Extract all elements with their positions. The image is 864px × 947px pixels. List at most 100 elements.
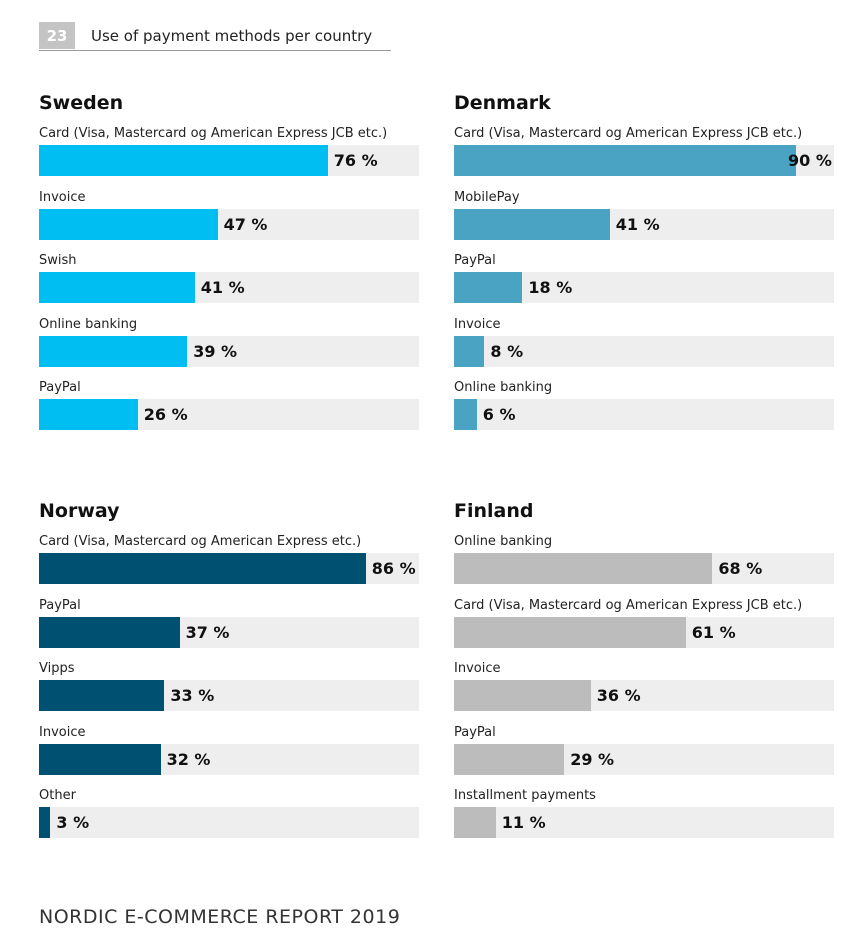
value-label: 41 % bbox=[200, 278, 245, 298]
value-label: 3 % bbox=[56, 813, 90, 833]
category-label: Card (Visa, Mastercard og American Expre… bbox=[454, 597, 803, 613]
bar-track: 41 % bbox=[39, 272, 419, 304]
value-label: 36 % bbox=[596, 686, 641, 706]
category-label: PayPal bbox=[454, 253, 496, 269]
bar-row: Invoice 8 % bbox=[454, 317, 834, 375]
bar bbox=[39, 399, 138, 431]
value-label: 29 % bbox=[570, 749, 615, 769]
bar-track: 41 % bbox=[454, 208, 834, 240]
bar bbox=[39, 145, 328, 176]
bar bbox=[454, 680, 591, 712]
bar-row: Installment payments 11 % bbox=[454, 788, 834, 846]
bar bbox=[454, 145, 796, 176]
category-label: MobilePay bbox=[454, 189, 520, 205]
bar bbox=[454, 807, 496, 839]
figure-header: 23 Use of payment methods per country bbox=[39, 22, 391, 51]
bar-track: 3 % bbox=[39, 807, 419, 839]
bar-row: Card (Visa, Mastercard og American Expre… bbox=[39, 534, 419, 592]
value-label: 33 % bbox=[170, 686, 215, 706]
value-label: 8 % bbox=[490, 341, 524, 361]
bar bbox=[39, 272, 195, 304]
value-label: 86 % bbox=[371, 559, 416, 578]
bar-row: Online banking 39 % bbox=[39, 317, 419, 375]
value-label: 18 % bbox=[528, 278, 573, 298]
bar bbox=[39, 616, 180, 648]
category-label: Invoice bbox=[454, 316, 501, 332]
value-label: 47 % bbox=[223, 214, 268, 234]
bar-track: 47 % bbox=[39, 208, 419, 240]
value-label: 68 % bbox=[718, 559, 763, 578]
category-label: Online banking bbox=[454, 380, 553, 396]
category-label: Swish bbox=[39, 253, 77, 269]
bar bbox=[39, 208, 218, 240]
bar-row: MobilePay 41 % bbox=[454, 190, 834, 248]
chart-title: Sweden bbox=[39, 92, 124, 114]
bar-row: Vipps 33 % bbox=[39, 661, 419, 719]
bar bbox=[39, 335, 188, 367]
bar bbox=[454, 743, 565, 775]
category-label: Online banking bbox=[39, 316, 138, 332]
value-label: 39 % bbox=[193, 341, 238, 361]
chart-title: Denmark bbox=[454, 92, 551, 114]
bar-row: PayPal 29 % bbox=[454, 725, 834, 783]
bar bbox=[39, 807, 51, 839]
bar-track: 76 % bbox=[39, 145, 419, 176]
bar-row: Card (Visa, Mastercard og American Expre… bbox=[39, 126, 419, 184]
bar-row: PayPal 37 % bbox=[39, 598, 419, 656]
value-label: 90 % bbox=[788, 151, 832, 170]
category-label: PayPal bbox=[454, 724, 496, 740]
bar-track: 33 % bbox=[39, 680, 419, 712]
category-label: PayPal bbox=[39, 380, 81, 396]
category-label: Invoice bbox=[39, 724, 86, 740]
category-label: Invoice bbox=[454, 661, 501, 677]
bar bbox=[454, 335, 485, 367]
bar-row: Invoice 47 % bbox=[39, 190, 419, 248]
bar bbox=[454, 272, 523, 304]
bar-track: 11 % bbox=[454, 807, 834, 839]
bar-track: 86 % bbox=[39, 553, 419, 584]
bar-row: Online banking 6 % bbox=[454, 380, 834, 438]
category-label: Other bbox=[39, 788, 76, 804]
category-label: Online banking bbox=[454, 534, 553, 549]
bar bbox=[39, 743, 161, 775]
bar-track: 90 % bbox=[454, 145, 834, 176]
bar-row: Invoice 32 % bbox=[39, 725, 419, 783]
category-label: Card (Visa, Mastercard og American Expre… bbox=[39, 534, 362, 549]
category-label: Invoice bbox=[39, 189, 86, 205]
report-footer: NORDIC E-COMMERCE REPORT 2019 bbox=[39, 906, 401, 928]
value-label: 37 % bbox=[185, 622, 230, 642]
bar-track: 29 % bbox=[454, 743, 834, 775]
bar bbox=[39, 680, 165, 712]
bar-row: Card (Visa, Mastercard og American Expre… bbox=[454, 126, 834, 184]
bar bbox=[454, 399, 477, 431]
bar-track: 8 % bbox=[454, 335, 834, 367]
bar-row: PayPal 26 % bbox=[39, 380, 419, 438]
value-label: 76 % bbox=[333, 151, 378, 170]
value-label: 6 % bbox=[482, 405, 516, 425]
category-label: Card (Visa, Mastercard og American Expre… bbox=[454, 126, 803, 141]
bar-track: 6 % bbox=[454, 399, 834, 431]
bar-track: 39 % bbox=[39, 335, 419, 367]
bar-track: 18 % bbox=[454, 272, 834, 304]
bar-track: 36 % bbox=[454, 680, 834, 712]
value-label: 41 % bbox=[615, 214, 660, 234]
category-label: Card (Visa, Mastercard og American Expre… bbox=[39, 126, 388, 141]
value-label: 61 % bbox=[691, 622, 736, 642]
bar bbox=[454, 553, 713, 584]
bar-row: Invoice 36 % bbox=[454, 661, 834, 719]
value-label: 11 % bbox=[501, 813, 546, 833]
value-label: 32 % bbox=[166, 749, 211, 769]
bar-track: 61 % bbox=[454, 616, 834, 648]
bar-track: 26 % bbox=[39, 399, 419, 431]
bar bbox=[39, 553, 366, 584]
value-label: 26 % bbox=[143, 405, 188, 425]
category-label: Vipps bbox=[39, 661, 75, 677]
bar-row: Other 3 % bbox=[39, 788, 419, 846]
chart-title: Finland bbox=[454, 500, 534, 522]
bar-row: PayPal 18 % bbox=[454, 253, 834, 311]
bar-row: Card (Visa, Mastercard og American Expre… bbox=[454, 598, 834, 656]
bar-row: Online banking 68 % bbox=[454, 534, 834, 592]
bar-track: 32 % bbox=[39, 743, 419, 775]
category-label: PayPal bbox=[39, 597, 81, 613]
bar bbox=[454, 616, 686, 648]
